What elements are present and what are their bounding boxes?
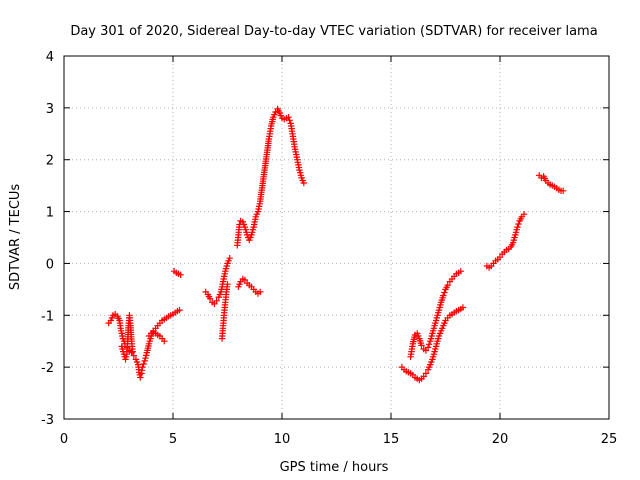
- y-tick-label: 3: [46, 102, 54, 117]
- x-tick-label: 20: [492, 432, 509, 447]
- data-point: [177, 271, 184, 278]
- data-point: [459, 304, 467, 311]
- data-point: [300, 179, 307, 187]
- y-tick-label: -1: [41, 309, 54, 324]
- x-tick-label: 25: [601, 432, 618, 447]
- data-point: [224, 281, 231, 288]
- data-point: [418, 342, 425, 349]
- data-point: [130, 352, 137, 359]
- x-tick-label: 15: [383, 432, 400, 447]
- y-tick-label: 1: [46, 206, 54, 221]
- x-tick-label: 5: [169, 432, 177, 447]
- chart-title: Day 301 of 2020, Sidereal Day-to-day VTE…: [70, 24, 597, 39]
- data-point: [424, 344, 432, 351]
- axis-ticks: 0 5 10 15 20 25 -3 -2 -1 0 1 2 3 4: [41, 50, 617, 447]
- x-axis-label: GPS time / hours: [280, 460, 389, 475]
- plot-frame: [63, 55, 610, 420]
- data-point: [176, 306, 183, 314]
- data-point: [226, 255, 233, 262]
- data-point: [139, 363, 146, 371]
- y-tick-label: -3: [41, 413, 54, 428]
- data-points: [105, 105, 567, 384]
- data-point: [286, 117, 293, 124]
- y-axis-label: SDTVAR / TECUs: [8, 184, 23, 291]
- data-point: [161, 338, 168, 345]
- data-point: [213, 297, 220, 304]
- data-point: [425, 341, 433, 348]
- y-tick-label: 2: [46, 154, 54, 169]
- data-point: [140, 360, 147, 368]
- x-tick-label: 10: [274, 432, 291, 447]
- data-point: [142, 355, 149, 362]
- data-point: [444, 282, 451, 289]
- data-point: [457, 268, 464, 275]
- data-point: [440, 292, 447, 299]
- data-point: [441, 289, 448, 296]
- data-point: [206, 295, 214, 302]
- data-point: [515, 220, 522, 228]
- data-point: [137, 374, 144, 381]
- data-point: [142, 352, 150, 359]
- data-point: [560, 187, 567, 194]
- y-tick-label: 0: [46, 257, 54, 272]
- y-tick-label: 4: [46, 50, 54, 65]
- data-point: [285, 114, 292, 121]
- data-point: [422, 370, 430, 377]
- data-point: [129, 348, 136, 355]
- x-tick-label: 0: [60, 432, 68, 447]
- data-point: [520, 211, 528, 218]
- y-tick-label: -2: [41, 361, 54, 376]
- data-point: [514, 223, 521, 231]
- data-point: [257, 288, 264, 296]
